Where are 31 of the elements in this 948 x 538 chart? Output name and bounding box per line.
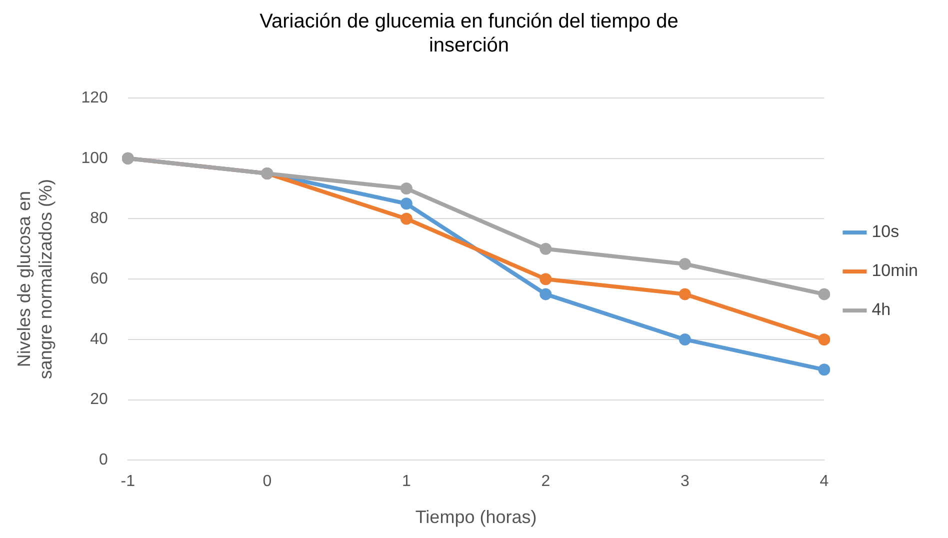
point (400, 198, 412, 210)
point (678, 258, 691, 270)
y-tick-label: 20 (90, 391, 108, 408)
x-tick-label: 1 (402, 473, 411, 490)
y-tick-label: 80 (90, 210, 108, 228)
chart-title: Variación de glucemia en función del tiempo de inserción (260, 10, 678, 57)
y-tick-label: 120 (81, 89, 108, 106)
x-tick-label: 3 (680, 473, 690, 490)
y-tick-label: 40 (90, 330, 108, 348)
legend-label: 10min (872, 261, 918, 280)
legend-label: 10s (872, 222, 900, 242)
x-tick-label: 2 (541, 473, 550, 490)
y-tick-label: 0 (98, 452, 108, 469)
point (540, 273, 552, 286)
legend-label: 4h (872, 300, 891, 320)
y-tick-label: 100 (81, 150, 108, 167)
point (540, 242, 552, 255)
x-tick-label: 4 (820, 473, 829, 490)
point (400, 182, 412, 195)
point (678, 288, 691, 300)
point (540, 288, 552, 300)
y-axis-title: Niveles de glucosa en sangre normalizados (%) (14, 179, 56, 380)
y-tick-label: 60 (90, 270, 108, 288)
point (818, 364, 830, 376)
x-tick-label: -1 (120, 473, 136, 490)
point (818, 288, 830, 300)
x-axis-title: Tiempo (horas) (415, 507, 537, 528)
x-tick-label: 0 (262, 473, 272, 490)
point (678, 333, 691, 346)
point (818, 333, 830, 346)
point (400, 212, 412, 225)
